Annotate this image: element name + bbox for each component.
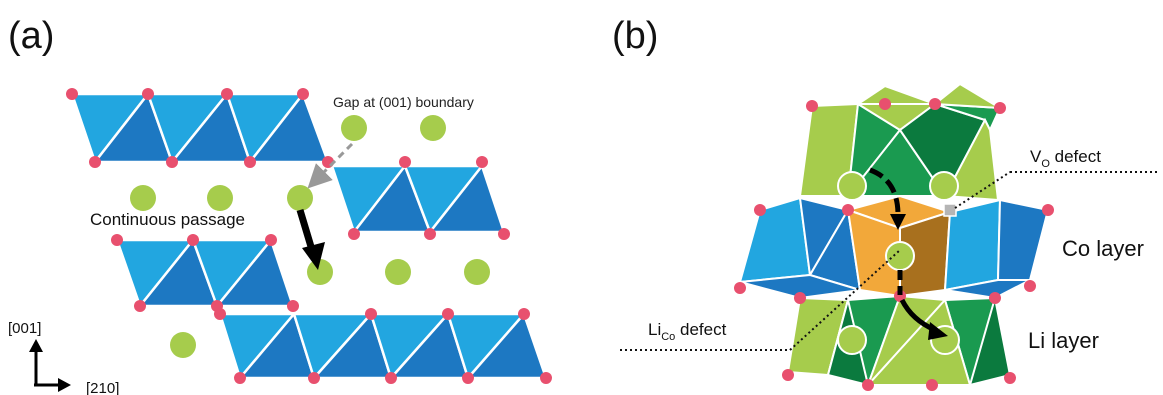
passage-label: Continuous passage: [90, 210, 245, 229]
cobalt-slab-row-3: [115, 238, 295, 308]
panel-b-label: (b): [612, 15, 658, 57]
migration-arrows: [869, 167, 948, 340]
co-layer: [738, 194, 1050, 300]
passage-arrow: [296, 208, 325, 270]
gap-label: Gap at (001) boundary: [333, 94, 474, 110]
cobalt-slab-row-2: [330, 164, 506, 234]
li-layer-label: Li layer: [1028, 328, 1099, 353]
cobalt-slab-row-1: [70, 92, 330, 164]
oxygen-atoms-a: [66, 88, 552, 384]
vo-leader-diag: [954, 171, 1011, 209]
li-layer-bottom: [786, 294, 1012, 387]
vo-defect-label: VO defect: [1030, 147, 1101, 170]
oxygen-atoms-b: [734, 98, 1054, 391]
panel-a-label: (a): [8, 15, 54, 57]
axis-indicator: [29, 339, 71, 392]
lithium-atoms-a: [130, 115, 490, 358]
axis-horizontal-label: [210]: [86, 380, 119, 395]
cobalt-slab-row-4: [218, 312, 548, 380]
co-layer-label: Co layer: [1062, 236, 1144, 261]
axis-vertical-label: [001]: [8, 320, 41, 337]
gap-arrow: [307, 142, 354, 189]
li-layer-top: [798, 82, 1002, 202]
vo-defect-marker: [943, 203, 957, 217]
lico-defect-label: LiCo defect: [648, 320, 727, 343]
